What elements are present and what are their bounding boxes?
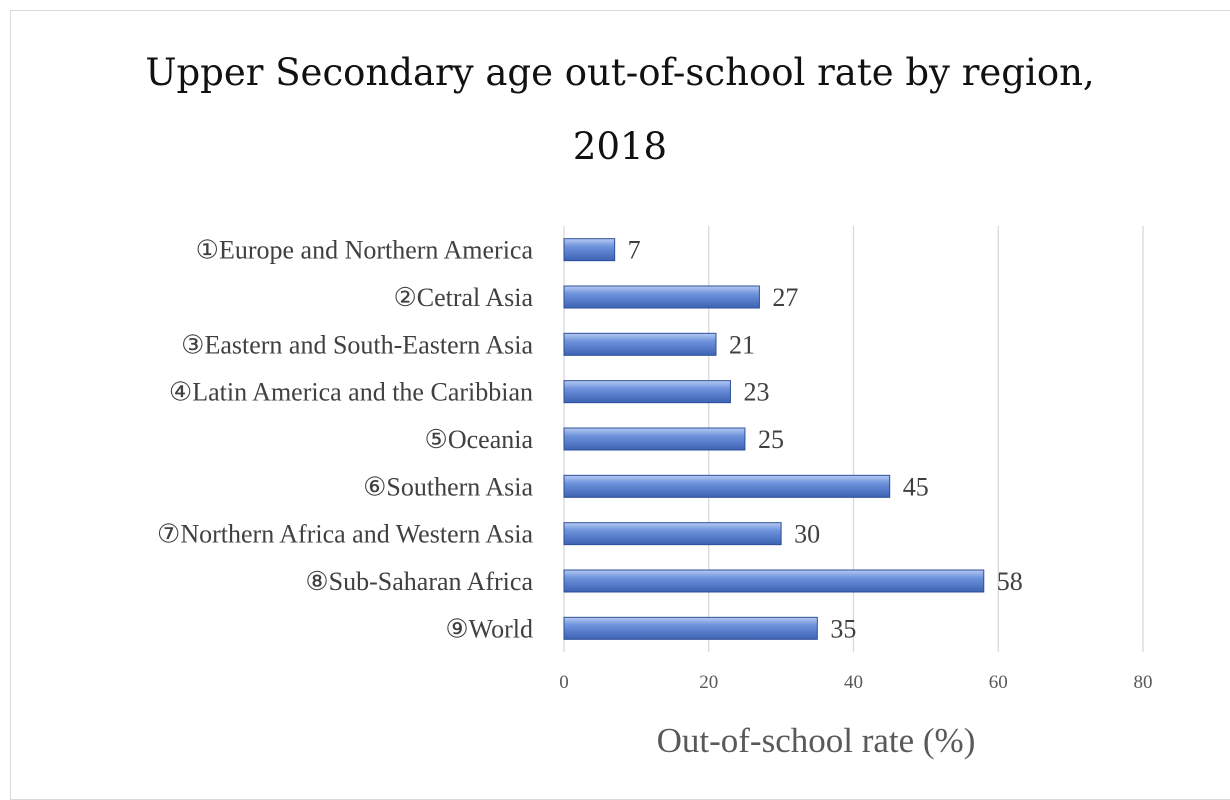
chart-frame — [10, 10, 1230, 800]
bar — [563, 569, 985, 593]
category-label: ④Latin America and the Caribbian — [169, 378, 533, 407]
category-label: ⑧Sub-Saharan Africa — [305, 567, 533, 596]
bars — [563, 238, 985, 640]
bar — [563, 332, 717, 356]
category-label: ⑤Oceania — [425, 425, 534, 454]
data-label: 35 — [830, 614, 856, 643]
data-label: 58 — [997, 567, 1023, 596]
bar — [563, 522, 782, 546]
data-label: 30 — [794, 520, 820, 549]
category-label: ③Eastern and South-Eastern Asia — [181, 330, 533, 359]
data-label: 7 — [628, 236, 641, 265]
data-label: 27 — [772, 283, 798, 312]
category-label: ②Cetral Asia — [393, 283, 533, 312]
x-tick-label: 20 — [699, 672, 718, 693]
x-axis-title: Out-of-school rate (%) — [657, 721, 976, 760]
x-tick-label: 80 — [1134, 672, 1153, 693]
x-tick-label: 60 — [989, 672, 1008, 693]
bar — [563, 474, 891, 498]
category-labels: ①Europe and Northern America ②Cetral Asia… — [157, 236, 533, 644]
category-label: ⑨World — [445, 614, 533, 643]
category-label: ⑥Southern Asia — [363, 472, 533, 501]
chart-title: Upper Secondary age out-of-school rate b… — [145, 51, 1095, 168]
data-label: 23 — [743, 378, 769, 407]
data-labels: 7 27 21 23 25 45 30 58 35 — [628, 236, 1023, 644]
data-label: 21 — [729, 330, 755, 359]
data-label: 25 — [758, 425, 784, 454]
x-tick-label: 0 — [559, 672, 569, 693]
bar — [563, 427, 746, 451]
category-label: ⑦Northern Africa and Western Asia — [157, 520, 533, 549]
category-label: ①Europe and Northern America — [196, 236, 534, 265]
x-tick-labels: 0 20 40 60 80 — [559, 672, 1152, 693]
bar — [563, 380, 731, 404]
data-label: 45 — [903, 472, 929, 501]
bar — [563, 285, 760, 309]
bar — [563, 238, 616, 262]
bar — [563, 616, 818, 640]
x-tick-label: 40 — [844, 672, 863, 693]
